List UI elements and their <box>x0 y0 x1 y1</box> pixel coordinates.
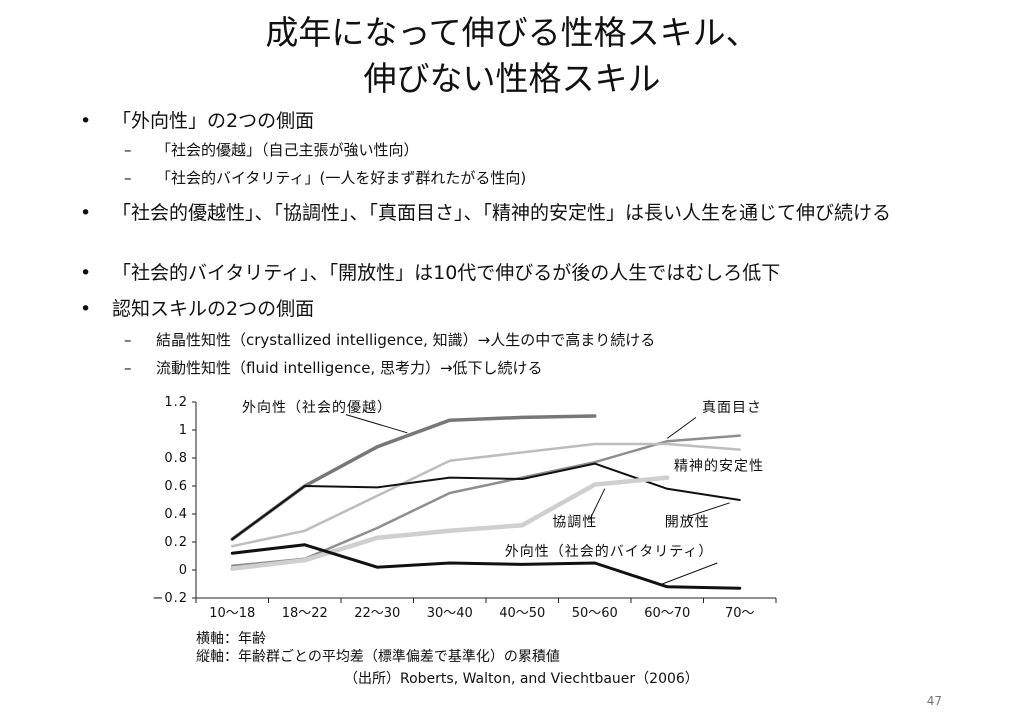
leader-line <box>687 502 730 518</box>
sub-bullet-text: 結晶性知性（crystallized intelligence, 知識）→人生の… <box>156 331 656 349</box>
x-tick-label: 50〜60 <box>572 606 618 621</box>
bullet-marker: • <box>80 202 92 224</box>
series-label: 外向性（社会的優越） <box>242 400 392 416</box>
y-tick-label: 0.4 <box>164 507 188 522</box>
bullet-item: • 「社会的バイタリティ」、「開放性」は10代で伸びるが後の人生ではむしろ低下 <box>80 260 781 287</box>
bullet-item: • 認知スキルの2つの側面 <box>80 296 315 323</box>
bullet-marker: • <box>80 110 92 132</box>
leader-line <box>345 414 408 434</box>
series-line <box>231 462 741 541</box>
bullet-text: 「外向性」の2つの側面 <box>112 110 315 132</box>
source-caption: （出所）Roberts, Walton, and Viechtbauer（200… <box>344 671 699 687</box>
slide-number: 47 <box>926 694 942 708</box>
sub-bullet-item: – 「社会的優越」（自己主張が強い性向） <box>124 140 419 160</box>
x-tick-label: 40〜50 <box>499 606 545 621</box>
y-tick-label: 0.6 <box>164 479 188 494</box>
y-tick-label: 0 <box>179 563 188 578</box>
slide-title: 成年になって伸びる性格スキル、 伸びない性格スキル <box>0 10 1024 102</box>
sub-bullet-text: 流動性知性（fluid intelligence, 思考力）→低下し続ける <box>156 359 543 377</box>
y-tick-label: 0.8 <box>164 451 188 466</box>
sub-bullet-marker: – <box>124 359 132 377</box>
yaxis-caption: 縦軸：年齢群ごとの平均差（標準偏差で基準化）の累積値 <box>196 649 560 665</box>
series-label: 協調性 <box>552 515 597 531</box>
bullet-text: 認知スキルの2つの側面 <box>112 298 315 320</box>
sub-bullet-text: 「社会的優越」（自己主張が強い性向） <box>156 141 419 159</box>
x-tick-label: 18〜22 <box>282 606 328 621</box>
bullet-text: 「社会的優越性」、「協調性」、「真面目さ」、「精神的安定性」は長い人生を通じて伸… <box>112 202 892 224</box>
x-tick-label: 10〜18 <box>209 606 255 621</box>
series-line <box>231 442 741 548</box>
sub-bullet-item: – 流動性知性（fluid intelligence, 思考力）→低下し続ける <box>124 358 543 378</box>
slide-title-line2: 伸びない性格スキル <box>363 59 661 98</box>
slide-title-line1: 成年になって伸びる性格スキル、 <box>265 13 759 52</box>
y-tick-label: −0.2 <box>152 591 188 606</box>
bullet-item: • 「外向性」の2つの側面 <box>80 108 315 135</box>
line-chart: 1.2 1 0.8 0.6 0.4 0.2 0 −0.2 10〜18 18〜22 22〜30 30〜4… <box>140 392 800 692</box>
series-label: 外向性（社会的バイタリティ） <box>505 544 714 560</box>
leader-line <box>589 488 606 520</box>
xaxis-caption: 横軸：年齢 <box>196 631 266 647</box>
x-tick-label: 70〜 <box>725 606 755 621</box>
sub-bullet-marker: – <box>124 141 132 159</box>
series-label: 精神的安定性 <box>674 459 764 475</box>
y-tick-label: 1 <box>179 423 188 438</box>
sub-bullet-item: – 結晶性知性（crystallized intelligence, 知識）→人… <box>124 330 656 350</box>
series-line <box>230 543 742 590</box>
leader-line <box>666 416 697 439</box>
bullet-marker: • <box>80 298 92 320</box>
x-tick-label: 30〜40 <box>427 606 473 621</box>
series-label: 開放性 <box>665 515 710 531</box>
y-tick-label: 0.2 <box>164 535 188 550</box>
y-tick-label: 1.2 <box>164 395 188 410</box>
sub-bullet-text: 「社会的バイタリティ」(一人を好まず群れたがる性向) <box>156 169 527 187</box>
series-label: 真面目さ <box>702 400 762 416</box>
x-tick-label: 22〜30 <box>354 606 400 621</box>
leader-line <box>662 562 718 585</box>
bullet-marker: • <box>80 262 92 284</box>
sub-bullet-marker: – <box>124 169 132 187</box>
sub-bullet-marker: – <box>124 331 132 349</box>
bullet-text: 「社会的バイタリティ」、「開放性」は10代で伸びるが後の人生ではむしろ低下 <box>112 262 781 284</box>
sub-bullet-item: – 「社会的バイタリティ」(一人を好まず群れたがる性向) <box>124 168 527 188</box>
x-tick-label: 60〜70 <box>644 606 690 621</box>
bullet-item: • 「社会的優越性」、「協調性」、「真面目さ」、「精神的安定性」は長い人生を通じ… <box>80 200 952 227</box>
chart-svg: 1.2 1 0.8 0.6 0.4 0.2 0 −0.2 10〜18 18〜22 22〜30 30〜4… <box>152 395 777 621</box>
